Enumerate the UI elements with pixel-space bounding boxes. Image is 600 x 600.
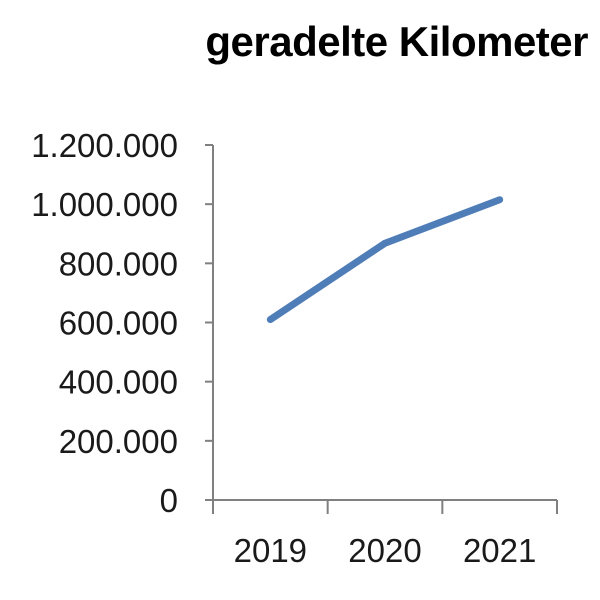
x-axis-ticks: 2019 2020 2021 (212, 500, 558, 569)
axes (212, 145, 557, 501)
y-tick-label: 200.000 (59, 423, 178, 460)
y-tick-label: 1.000.000 (31, 186, 178, 223)
chart-title: geradelte Kilometer (0, 18, 600, 66)
chart-title-text: geradelte Kilometer (205, 18, 588, 65)
y-tick-label: 600.000 (59, 305, 178, 342)
y-tick-label: 400.000 (59, 364, 178, 401)
series-line (266, 196, 504, 324)
x-tick-label: 2019 (234, 532, 307, 569)
y-axis-ticks: 0 200.000 400.000 600.000 800.000 1.000.000 1.… (31, 127, 213, 519)
y-tick-label: 1.200.000 (31, 127, 178, 164)
x-tick-label: 2020 (348, 532, 421, 569)
x-tick-label: 2021 (463, 532, 536, 569)
series-layer (266, 196, 504, 324)
y-tick-label: 800.000 (59, 245, 178, 282)
y-tick-label: 0 (160, 482, 178, 519)
